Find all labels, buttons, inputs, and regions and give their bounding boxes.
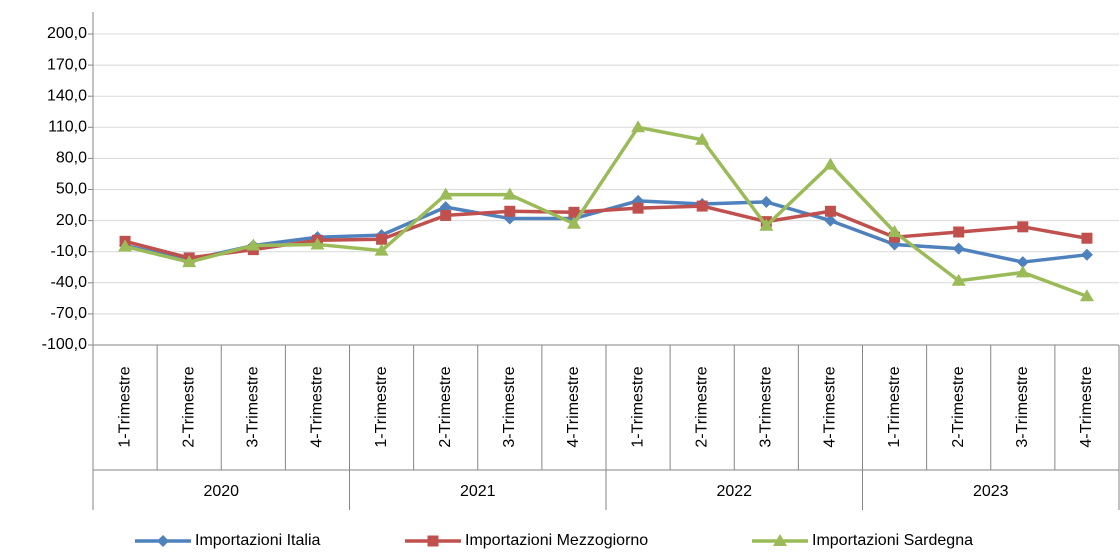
- data-point: [310, 237, 325, 250]
- year-label: 2021: [460, 483, 496, 500]
- x-tick-label: 1-Trimestre: [886, 366, 903, 447]
- data-point: [118, 239, 133, 252]
- legend-marker: [773, 534, 787, 546]
- data-point: [1081, 232, 1093, 244]
- x-tick-label: 2-Trimestre: [693, 366, 710, 447]
- legend-marker: [427, 535, 439, 547]
- x-tick-label: 3-Trimestre: [245, 366, 262, 447]
- x-tick-label: 4-Trimestre: [1078, 366, 1095, 447]
- x-tick-label: 1-Trimestre: [629, 366, 646, 447]
- data-point: [438, 187, 453, 200]
- year-label: 2023: [973, 483, 1009, 500]
- data-point: [824, 205, 836, 217]
- y-tick-label: 140,0: [47, 87, 87, 104]
- x-tick-label: 1-Trimestre: [373, 366, 390, 447]
- data-point: [696, 200, 708, 212]
- data-point: [695, 132, 710, 145]
- y-tick-label: 80,0: [56, 150, 87, 167]
- x-tick-label: 4-Trimestre: [822, 366, 839, 447]
- x-tick-label: 1-Trimestre: [116, 366, 133, 447]
- y-tick-label: -40,0: [51, 274, 88, 291]
- x-tick-label: 3-Trimestre: [1014, 366, 1031, 447]
- y-tick-label: 200,0: [47, 25, 87, 42]
- x-tick-label: 2-Trimestre: [950, 366, 967, 447]
- year-label: 2020: [203, 483, 239, 500]
- data-point: [631, 120, 646, 133]
- data-point: [566, 216, 581, 229]
- data-point: [824, 214, 837, 227]
- data-point: [374, 243, 389, 256]
- x-tick-label: 2-Trimestre: [437, 366, 454, 447]
- y-tick-label: -100,0: [42, 336, 87, 353]
- data-point: [952, 242, 965, 255]
- legend-marker: [157, 535, 169, 547]
- x-tick-label: 3-Trimestre: [758, 366, 775, 447]
- y-tick-label: -70,0: [51, 305, 88, 322]
- series-line: [124, 204, 1088, 260]
- data-point: [504, 205, 516, 217]
- x-tick-label: 2-Trimestre: [180, 366, 197, 447]
- data-point: [887, 225, 902, 238]
- data-point: [568, 206, 580, 218]
- x-tick-label: 4-Trimestre: [565, 366, 582, 447]
- data-point: [376, 233, 388, 245]
- data-point: [1079, 289, 1094, 302]
- y-tick-label: 110,0: [48, 119, 87, 136]
- data-point: [182, 255, 197, 268]
- data-point: [1017, 221, 1029, 233]
- series-line: [124, 125, 1088, 298]
- data-point: [502, 187, 517, 200]
- x-tick-label: 4-Trimestre: [309, 366, 326, 447]
- year-label: 2022: [716, 483, 752, 500]
- data-point: [889, 231, 901, 243]
- y-tick-label: 20,0: [56, 212, 87, 229]
- data-point: [246, 238, 261, 251]
- data-point: [440, 209, 452, 221]
- legend-label: Importazioni Mezzogiorno: [465, 532, 648, 549]
- data-point: [632, 202, 644, 214]
- y-tick-label: 50,0: [56, 181, 87, 198]
- data-point: [823, 157, 838, 170]
- legend-label: Importazioni Italia: [195, 532, 320, 549]
- y-tick-label: 170,0: [47, 56, 87, 73]
- data-point: [1080, 248, 1093, 261]
- x-tick-label: 3-Trimestre: [501, 366, 518, 447]
- y-tick-label: -10,0: [51, 243, 88, 260]
- legend-label: Importazioni Sardegna: [812, 532, 973, 549]
- data-point: [951, 273, 966, 286]
- data-point: [760, 195, 773, 208]
- data-point: [953, 226, 965, 238]
- data-point: [1016, 256, 1029, 269]
- data-point: [1015, 265, 1030, 278]
- data-point: [759, 218, 774, 231]
